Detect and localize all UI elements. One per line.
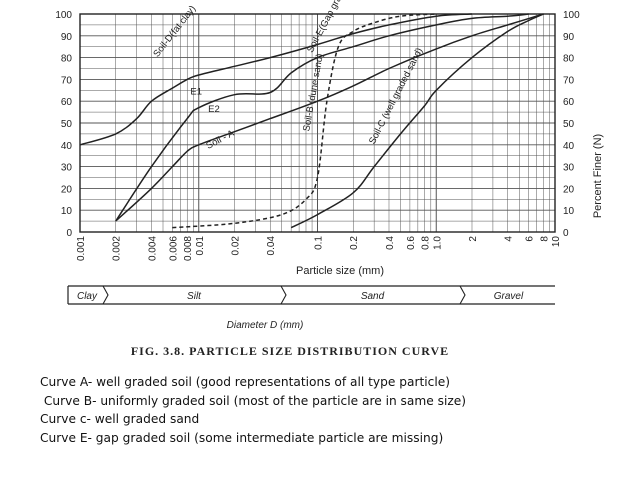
y-axis-label: Percent Finer (N) bbox=[592, 134, 604, 218]
y-tick-label-left: 70 bbox=[61, 75, 73, 86]
y-tick-label-left: 30 bbox=[61, 163, 73, 174]
note-curve-c: Curve c- well graded sand bbox=[40, 412, 200, 426]
band-divider bbox=[280, 285, 287, 305]
y-ticks-right: 0 10 20 30 40 50 60 70 80 90 100 bbox=[563, 10, 580, 239]
y-ticks-left: 0 10 20 30 40 50 60 70 80 90 100 bbox=[55, 10, 72, 239]
y-tick-label-left: 50 bbox=[61, 119, 73, 130]
y-tick-label-right: 60 bbox=[563, 97, 575, 108]
x-tick-label: 0.001 bbox=[76, 236, 87, 261]
diameter-axis-label: Diameter D (mm) bbox=[227, 320, 304, 331]
x-tick-label: 0.04 bbox=[266, 236, 277, 256]
band-label-silt: Silt bbox=[187, 291, 202, 302]
band-divider bbox=[102, 285, 109, 305]
x-tick-label: 0.8 bbox=[421, 236, 432, 250]
x-tick-label: 8 bbox=[539, 236, 550, 242]
x-tick-label: 10 bbox=[551, 236, 562, 248]
y-tick-label-left: 60 bbox=[61, 97, 73, 108]
y-tick-label-left: 20 bbox=[61, 184, 73, 195]
plot-border bbox=[79, 13, 556, 233]
diameter-band: Clay Silt Sand Gravel bbox=[67, 285, 555, 305]
y-tick-label-right: 20 bbox=[563, 184, 575, 195]
y-tick-label-right: 70 bbox=[563, 75, 575, 86]
band-label-clay: Clay bbox=[77, 291, 98, 302]
y-tick-label-right: 100 bbox=[563, 10, 580, 21]
curve-2 bbox=[115, 13, 544, 222]
x-tick-label: 1.0 bbox=[432, 236, 443, 250]
band-label-sand: Sand bbox=[361, 291, 385, 302]
note-curve-a: Curve A- well graded soil (good represen… bbox=[40, 375, 450, 389]
annotation-E1: E1 bbox=[190, 87, 202, 98]
curve-label-4: Soil-C (well graded sand) bbox=[367, 46, 425, 146]
y-tick-label-left: 100 bbox=[55, 10, 72, 21]
x-tick-label: 0.02 bbox=[230, 236, 241, 256]
y-tick-label-right: 30 bbox=[563, 163, 575, 174]
notes-block: Curve A- well graded soil (good represen… bbox=[40, 373, 630, 447]
x-tick-label: 0.006 bbox=[168, 236, 179, 261]
x-tick-label: 0.1 bbox=[314, 236, 325, 250]
y-tick-label-right: 90 bbox=[563, 32, 575, 43]
y-tick-label-left: 0 bbox=[66, 228, 72, 239]
y-tick-label-right: 10 bbox=[563, 206, 575, 217]
x-tick-label: 0.002 bbox=[112, 236, 123, 261]
y-tick-label-left: 90 bbox=[61, 32, 73, 43]
x-tick-label: 0.008 bbox=[183, 236, 194, 261]
x-tick-label: 6 bbox=[525, 236, 536, 242]
curve-label-2: Soil - A bbox=[204, 128, 236, 152]
x-tick-label: 4 bbox=[504, 236, 515, 242]
note-curve-e: Curve E- gap graded soil (some intermedi… bbox=[40, 430, 444, 445]
curve-1 bbox=[115, 13, 529, 222]
y-tick-label-left: 10 bbox=[61, 206, 73, 217]
y-tick-label-left: 40 bbox=[61, 141, 73, 152]
curve-4 bbox=[290, 13, 544, 229]
note-curve-b: Curve B- uniformly graded soil (most of … bbox=[40, 393, 467, 408]
x-tick-label: 2 bbox=[468, 236, 479, 242]
curves bbox=[79, 13, 544, 229]
x-axis-label: Particle size (mm) bbox=[296, 265, 384, 277]
x-tick-label: 0.4 bbox=[385, 236, 396, 250]
y-tick-label-right: 0 bbox=[563, 228, 569, 239]
figure-caption: FIG. 3.8. PARTICLE SIZE DISTRIBUTION CUR… bbox=[131, 344, 449, 358]
x-tick-label: 0.01 bbox=[195, 236, 206, 256]
curve-label-0: Soil-D(fat clay) bbox=[151, 4, 198, 60]
curve-label-3: Soil-B (dune sand) bbox=[301, 53, 325, 132]
band-label-gravel: Gravel bbox=[494, 291, 524, 302]
curve-3 bbox=[172, 13, 437, 229]
band-divider bbox=[459, 285, 466, 305]
y-tick-label-right: 80 bbox=[563, 54, 575, 65]
x-tick-label: 0.6 bbox=[406, 236, 417, 250]
x-tick-label: 0.004 bbox=[147, 236, 158, 261]
plot-frame bbox=[79, 13, 556, 233]
x-ticks: 0.001 0.002 0.004 0.006 0.008 0.01 0.02 0.04 0.1… bbox=[76, 236, 562, 261]
y-tick-label-right: 50 bbox=[563, 119, 575, 130]
x-tick-label: 0.2 bbox=[349, 236, 360, 250]
curve-0 bbox=[79, 13, 473, 146]
y-tick-label-right: 40 bbox=[563, 141, 575, 152]
y-tick-label-left: 80 bbox=[61, 54, 73, 65]
annotation-E2: E2 bbox=[208, 104, 220, 115]
